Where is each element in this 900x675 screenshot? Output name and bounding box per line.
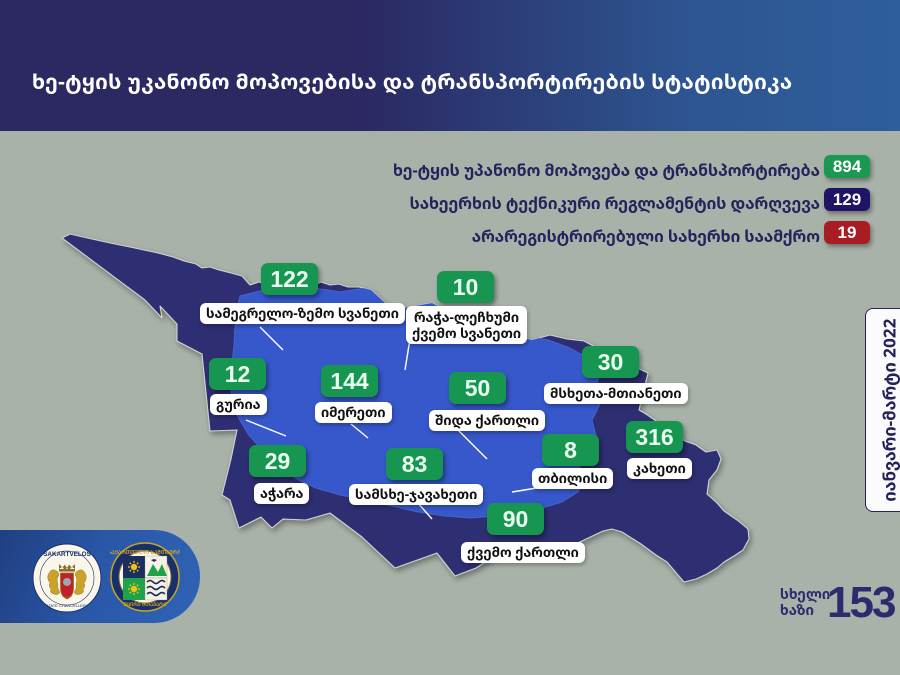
svg-text:ᲡᲐᲥᲐᲠᲗᲕᲔᲚᲝ ᲡᲐᲛᲗᲐᲕᲠᲝ: ᲡᲐᲥᲐᲠᲗᲕᲔᲚᲝ ᲡᲐᲛᲗᲐᲕᲠᲝ bbox=[110, 549, 180, 556]
svg-text:ᲛᲪᲘᲠᲔ ᲛᲗᲐᲕᲐᲠᲘ: ᲛᲪᲘᲠᲔ ᲛᲗᲐᲕᲐᲠᲘ bbox=[123, 602, 166, 608]
svg-text:STATE CHANCELLERY: STATE CHANCELLERY bbox=[46, 603, 89, 608]
svg-text:SAKARTVELOS: SAKARTVELOS bbox=[43, 551, 91, 558]
